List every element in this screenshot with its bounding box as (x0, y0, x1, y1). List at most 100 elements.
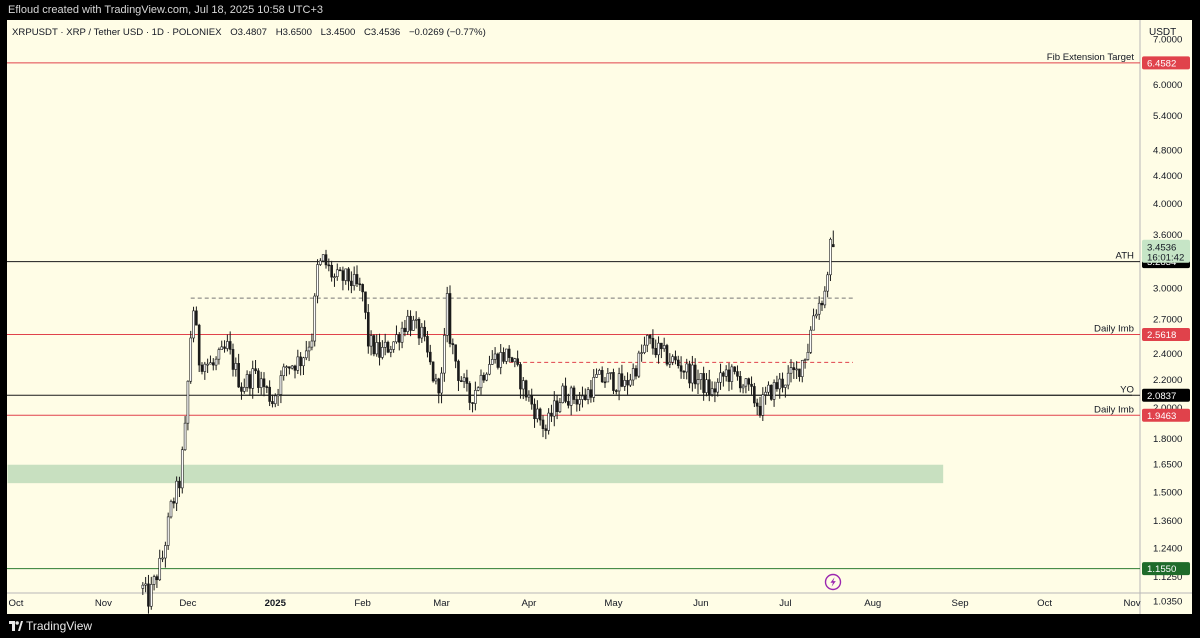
candle-body (674, 356, 677, 361)
price-tick-label: 1.0350 (1153, 596, 1182, 607)
candle-body (631, 368, 635, 381)
candle-body (324, 254, 328, 266)
ohlc-close: C3.4536 (364, 27, 400, 38)
candle-body (147, 583, 150, 607)
candle-body (612, 372, 615, 391)
candle-body (451, 343, 455, 346)
candle-body (536, 408, 539, 420)
candle-body (781, 378, 784, 388)
candle-body (691, 364, 694, 384)
candle-body (772, 382, 776, 400)
candle-body (626, 380, 629, 386)
chart-area[interactable]: USDT XRPUSDT · XRP / Tether USD · 1D · P… (7, 20, 1192, 614)
candle-body (623, 380, 627, 387)
time-axis-ticks: Oct Nov Dec 2025 Feb Mar Apr May Jun Jul Aug Sep Oct… (9, 598, 1141, 609)
candle-body (792, 367, 796, 370)
candle-body (234, 363, 238, 370)
demand-zone (7, 464, 944, 484)
candle-body (386, 341, 390, 353)
time-tick-label: 2025 (265, 598, 287, 609)
level-label: ATH (1116, 251, 1135, 262)
candle-body (688, 363, 691, 384)
candle-body (428, 351, 432, 363)
candle-body (459, 380, 463, 382)
candle-body (338, 269, 342, 272)
candle-body (530, 394, 534, 405)
candle-body (454, 344, 457, 362)
candle-body (352, 274, 356, 286)
price-badge (1142, 56, 1190, 70)
candle-body (457, 360, 460, 381)
candle-body (645, 335, 649, 346)
candle-body (527, 394, 531, 398)
candle-body (719, 372, 722, 383)
candle-body (761, 394, 765, 416)
level-label: Daily Imb (1094, 324, 1134, 335)
candle-body (403, 327, 407, 332)
price-tick-label: 6.0000 (1153, 80, 1182, 91)
candle-body (693, 364, 697, 385)
candle-body (259, 378, 263, 388)
candle-body (395, 334, 398, 343)
candle-body (702, 373, 705, 393)
time-tick-label: Dec (179, 598, 196, 609)
candle-body (786, 372, 790, 386)
candle-body (575, 399, 579, 405)
footer-bar: TradingView (0, 614, 1200, 638)
candle-body (437, 378, 441, 394)
candle-body (369, 335, 373, 347)
candle-body (567, 401, 570, 406)
price-tick-label: 1.8000 (1153, 434, 1182, 445)
candle-body (555, 400, 559, 412)
candle-body (600, 370, 604, 383)
price-tick-label: 3.6000 (1153, 230, 1182, 241)
price-tick-label: 7.0000 (1153, 35, 1182, 46)
price-badge (1142, 328, 1190, 342)
candle-body (533, 403, 536, 420)
candle-body (578, 399, 581, 405)
lightning-bolt-icon[interactable] (824, 573, 842, 591)
candle-body (273, 395, 277, 405)
ohlc-open: O3.4807 (230, 27, 267, 38)
candle-body (307, 346, 311, 352)
candle-body (474, 390, 477, 404)
candle-body (722, 372, 725, 377)
price-badges: 6.45823.28342.56182.08371.94631.15503.45… (1142, 56, 1190, 576)
candle-body (716, 381, 720, 393)
candle-body (826, 274, 829, 292)
candle-body (152, 576, 156, 585)
candle-body (727, 369, 731, 382)
candle-body (699, 373, 703, 380)
candle-body (547, 412, 550, 431)
candle-body (226, 341, 229, 349)
candle-body (668, 361, 672, 365)
level-label: YO (1120, 384, 1134, 395)
candle-body (505, 348, 508, 362)
candle-body (186, 380, 190, 424)
candle-body (806, 352, 810, 360)
ohlc-high: H3.6500 (276, 27, 312, 38)
candle-body (493, 353, 497, 360)
ohlc-low: L3.4500 (321, 27, 356, 38)
price-tick-label: 4.4000 (1153, 171, 1182, 182)
candle-body (750, 383, 753, 387)
candle-body (637, 352, 641, 377)
candle-body (795, 368, 798, 371)
price-tick-label: 1.5000 (1153, 487, 1182, 498)
tradingview-brand[interactable]: TradingView (26, 619, 93, 633)
candle-body (420, 326, 424, 339)
price-chart[interactable]: USDT XRPUSDT · XRP / Tether USD · 1D · P… (7, 20, 1192, 614)
candle-body (231, 349, 235, 370)
candle-body (499, 352, 503, 368)
candle-body (316, 264, 319, 297)
candle-body (651, 337, 655, 349)
candle-body (347, 268, 350, 282)
price-badge-label: 2.0837 (1147, 391, 1176, 402)
candle-body (747, 378, 751, 385)
candle-body (240, 386, 243, 392)
candle-body (733, 366, 736, 372)
candle-body (516, 358, 519, 365)
time-tick-label: Jul (779, 598, 791, 609)
level-label: Fib Extension Target (1047, 52, 1135, 63)
candle-body (696, 379, 700, 385)
